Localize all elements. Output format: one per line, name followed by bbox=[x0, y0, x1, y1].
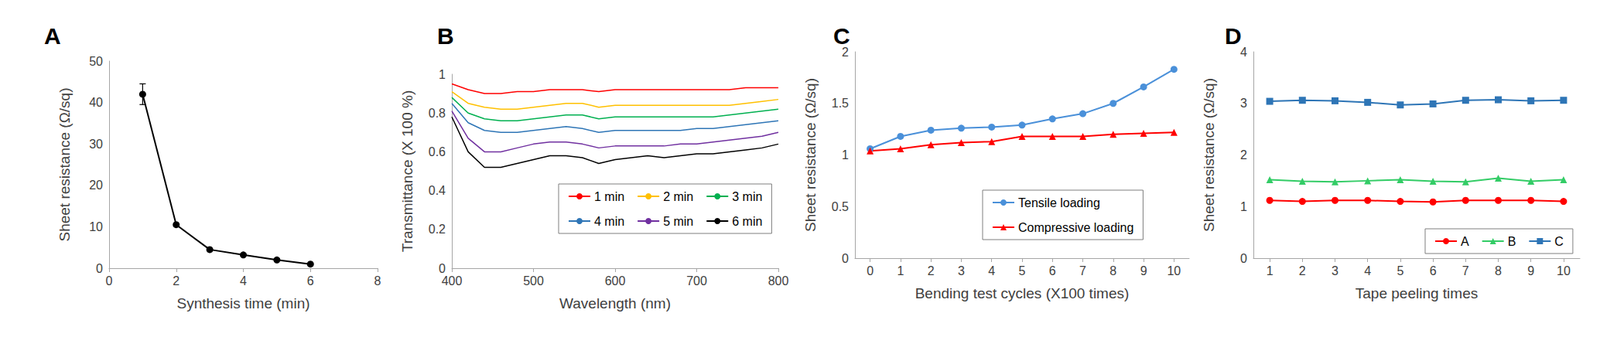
svg-text:6: 6 bbox=[307, 274, 315, 288]
svg-text:B: B bbox=[437, 23, 455, 49]
svg-text:1: 1 bbox=[896, 264, 904, 278]
svg-text:Sheet resistance (Ω/sq): Sheet resistance (Ω/sq) bbox=[802, 78, 819, 233]
svg-text:A: A bbox=[1460, 235, 1470, 249]
svg-text:D: D bbox=[1224, 23, 1242, 49]
svg-text:Tape peeling times: Tape peeling times bbox=[1355, 285, 1478, 302]
svg-text:0.2: 0.2 bbox=[428, 222, 446, 236]
svg-text:Sheet resistance (Ω/sq): Sheet resistance (Ω/sq) bbox=[1200, 78, 1218, 233]
svg-text:800: 800 bbox=[768, 274, 790, 288]
svg-text:2: 2 bbox=[927, 264, 935, 278]
svg-text:30: 30 bbox=[88, 137, 103, 151]
svg-text:C: C bbox=[833, 23, 851, 49]
svg-text:1 min: 1 min bbox=[594, 190, 625, 204]
svg-text:1: 1 bbox=[1266, 264, 1274, 278]
svg-text:6: 6 bbox=[1429, 264, 1437, 278]
svg-text:0: 0 bbox=[438, 262, 446, 276]
svg-text:4: 4 bbox=[1240, 45, 1248, 59]
svg-text:0.8: 0.8 bbox=[428, 106, 446, 120]
svg-text:2: 2 bbox=[1299, 264, 1306, 278]
svg-text:Tensile loading: Tensile loading bbox=[1018, 196, 1101, 210]
svg-text:Compressive loading: Compressive loading bbox=[1018, 221, 1134, 235]
svg-text:10: 10 bbox=[1166, 264, 1181, 278]
svg-text:3 min: 3 min bbox=[731, 190, 763, 204]
svg-text:10: 10 bbox=[88, 220, 103, 234]
svg-text:4: 4 bbox=[1364, 264, 1371, 278]
svg-text:0: 0 bbox=[1240, 252, 1248, 266]
svg-text:400: 400 bbox=[441, 274, 463, 288]
svg-text:1: 1 bbox=[438, 68, 446, 82]
svg-text:0.5: 0.5 bbox=[831, 200, 849, 214]
svg-text:9: 9 bbox=[1140, 264, 1148, 278]
svg-text:1: 1 bbox=[1240, 200, 1248, 214]
svg-text:0: 0 bbox=[95, 262, 103, 276]
svg-text:Wavelength (nm): Wavelength (nm) bbox=[559, 295, 671, 312]
svg-text:10: 10 bbox=[1556, 264, 1571, 278]
svg-text:8: 8 bbox=[374, 274, 382, 288]
svg-text:2: 2 bbox=[841, 45, 849, 59]
svg-text:700: 700 bbox=[686, 274, 708, 288]
svg-text:6 min: 6 min bbox=[731, 215, 763, 229]
svg-text:3: 3 bbox=[957, 264, 965, 278]
svg-text:9: 9 bbox=[1527, 264, 1535, 278]
svg-text:500: 500 bbox=[523, 274, 544, 288]
svg-text:0: 0 bbox=[841, 252, 849, 266]
svg-text:1.5: 1.5 bbox=[831, 96, 849, 110]
svg-text:1: 1 bbox=[841, 148, 849, 162]
svg-text:Sheet resistance (Ω/sq): Sheet resistance (Ω/sq) bbox=[56, 87, 73, 242]
svg-text:7: 7 bbox=[1462, 264, 1470, 278]
svg-text:7: 7 bbox=[1079, 264, 1087, 278]
svg-text:0: 0 bbox=[105, 274, 113, 288]
svg-text:0.4: 0.4 bbox=[428, 184, 446, 198]
svg-text:0: 0 bbox=[866, 264, 874, 278]
svg-text:8: 8 bbox=[1109, 264, 1117, 278]
svg-text:2: 2 bbox=[172, 274, 180, 288]
svg-text:C: C bbox=[1554, 235, 1564, 249]
svg-text:50: 50 bbox=[88, 54, 103, 69]
svg-text:20: 20 bbox=[88, 178, 103, 192]
svg-text:Transmittance (X 100 %): Transmittance (X 100 %) bbox=[399, 90, 416, 253]
svg-text:40: 40 bbox=[88, 95, 103, 110]
svg-text:8: 8 bbox=[1494, 264, 1502, 278]
svg-text:5: 5 bbox=[1396, 264, 1404, 278]
svg-text:3: 3 bbox=[1331, 264, 1339, 278]
svg-text:B: B bbox=[1507, 235, 1517, 249]
svg-text:2 min: 2 min bbox=[663, 190, 694, 204]
svg-text:5 min: 5 min bbox=[663, 215, 694, 229]
svg-text:4: 4 bbox=[239, 274, 247, 288]
svg-text:A: A bbox=[44, 23, 62, 49]
svg-text:4: 4 bbox=[988, 264, 995, 278]
svg-text:Bending test cycles (X100 time: Bending test cycles (X100 times) bbox=[915, 285, 1130, 302]
svg-text:6: 6 bbox=[1049, 264, 1057, 278]
svg-text:600: 600 bbox=[605, 274, 626, 288]
svg-text:0.6: 0.6 bbox=[428, 145, 446, 159]
svg-text:2: 2 bbox=[1240, 148, 1248, 162]
svg-text:3: 3 bbox=[1240, 96, 1248, 110]
svg-text:Synthesis time (min): Synthesis time (min) bbox=[176, 295, 310, 312]
svg-text:5: 5 bbox=[1018, 264, 1026, 278]
svg-text:4 min: 4 min bbox=[594, 215, 625, 229]
